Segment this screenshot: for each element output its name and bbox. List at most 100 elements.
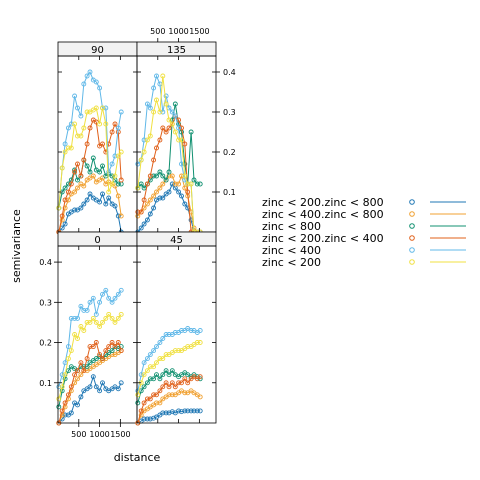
x-tick-label: 1500 bbox=[189, 27, 209, 36]
data-point bbox=[151, 415, 157, 421]
data-point bbox=[138, 209, 144, 215]
data-point bbox=[97, 324, 103, 329]
data-point bbox=[194, 408, 200, 414]
data-point bbox=[84, 73, 90, 79]
data-point bbox=[144, 368, 150, 374]
data-point bbox=[144, 101, 150, 107]
data-point bbox=[141, 137, 147, 143]
data-point bbox=[78, 133, 84, 139]
data-point bbox=[135, 392, 141, 398]
y-tick-label: 0.2 bbox=[223, 148, 236, 157]
data-point bbox=[138, 181, 144, 187]
data-point bbox=[65, 197, 71, 203]
y-tick-label: 0.1 bbox=[39, 379, 52, 388]
panel-45: 45 bbox=[135, 231, 217, 426]
data-point bbox=[72, 207, 78, 213]
data-point bbox=[109, 161, 115, 167]
data-point bbox=[93, 384, 99, 390]
data-point bbox=[147, 352, 153, 358]
series-line bbox=[137, 115, 201, 233]
data-point bbox=[138, 372, 144, 378]
data-point bbox=[100, 141, 105, 147]
data-point bbox=[59, 372, 65, 378]
data-point bbox=[72, 121, 78, 127]
data-point bbox=[84, 319, 90, 325]
data-point bbox=[109, 173, 115, 179]
data-point bbox=[62, 372, 68, 378]
data-point bbox=[179, 380, 184, 386]
data-point bbox=[197, 181, 203, 187]
data-point bbox=[176, 380, 182, 386]
data-point bbox=[160, 181, 166, 187]
data-point bbox=[154, 360, 159, 366]
data-point bbox=[75, 133, 80, 139]
data-point bbox=[56, 396, 62, 402]
data-point bbox=[109, 315, 115, 321]
panel-0: 0 bbox=[56, 231, 138, 426]
data-point bbox=[179, 137, 184, 143]
data-point bbox=[78, 372, 84, 378]
data-point bbox=[160, 73, 166, 79]
data-point bbox=[93, 79, 99, 85]
data-point bbox=[118, 380, 124, 386]
data-point bbox=[87, 191, 93, 197]
data-point bbox=[182, 408, 188, 414]
data-point bbox=[97, 352, 103, 358]
data-point bbox=[197, 394, 203, 400]
data-point bbox=[154, 400, 159, 406]
data-point bbox=[68, 181, 74, 187]
data-point bbox=[157, 169, 163, 175]
data-point bbox=[59, 384, 65, 390]
data-point bbox=[84, 163, 90, 169]
data-point bbox=[163, 332, 169, 337]
data-point bbox=[72, 93, 78, 99]
data-point bbox=[62, 412, 68, 418]
data-point bbox=[151, 193, 157, 199]
data-point bbox=[163, 101, 169, 107]
data-point bbox=[62, 221, 68, 227]
panel-frame bbox=[57, 55, 138, 233]
data-point bbox=[188, 408, 194, 414]
data-point bbox=[197, 408, 203, 414]
data-point bbox=[100, 356, 105, 362]
data-point bbox=[160, 125, 166, 131]
data-point bbox=[72, 332, 78, 337]
data-point bbox=[179, 125, 184, 131]
legend-label: zinc < 800 bbox=[262, 220, 321, 233]
data-point bbox=[115, 340, 121, 345]
data-point bbox=[141, 372, 147, 378]
data-point bbox=[176, 348, 182, 354]
y-tick-label: 0.3 bbox=[223, 108, 236, 117]
data-point bbox=[185, 181, 191, 187]
data-point bbox=[106, 189, 112, 195]
data-point bbox=[141, 400, 147, 406]
data-point bbox=[154, 173, 159, 179]
data-point bbox=[141, 384, 147, 390]
panel-strip-label: 0 bbox=[94, 235, 100, 246]
data-point bbox=[109, 299, 115, 305]
data-point bbox=[182, 376, 188, 382]
series-line bbox=[58, 70, 122, 209]
data-point bbox=[144, 181, 150, 187]
data-point bbox=[75, 336, 80, 341]
data-point bbox=[106, 169, 112, 175]
data-point bbox=[176, 137, 182, 143]
data-point bbox=[103, 121, 109, 127]
data-point bbox=[185, 380, 191, 386]
data-point bbox=[160, 195, 166, 201]
data-point bbox=[147, 211, 153, 217]
data-point bbox=[157, 340, 163, 345]
y-axis-title: semivariance bbox=[10, 209, 23, 283]
data-point bbox=[103, 315, 109, 321]
data-point bbox=[112, 344, 118, 350]
data-point bbox=[166, 125, 172, 131]
data-point bbox=[138, 225, 144, 231]
x-tick-label: 1000 bbox=[89, 430, 109, 439]
data-point bbox=[194, 181, 200, 187]
series-line bbox=[137, 103, 201, 189]
data-point bbox=[172, 348, 178, 354]
legend-marker bbox=[409, 211, 415, 217]
data-point bbox=[157, 388, 163, 394]
data-point bbox=[169, 380, 175, 386]
